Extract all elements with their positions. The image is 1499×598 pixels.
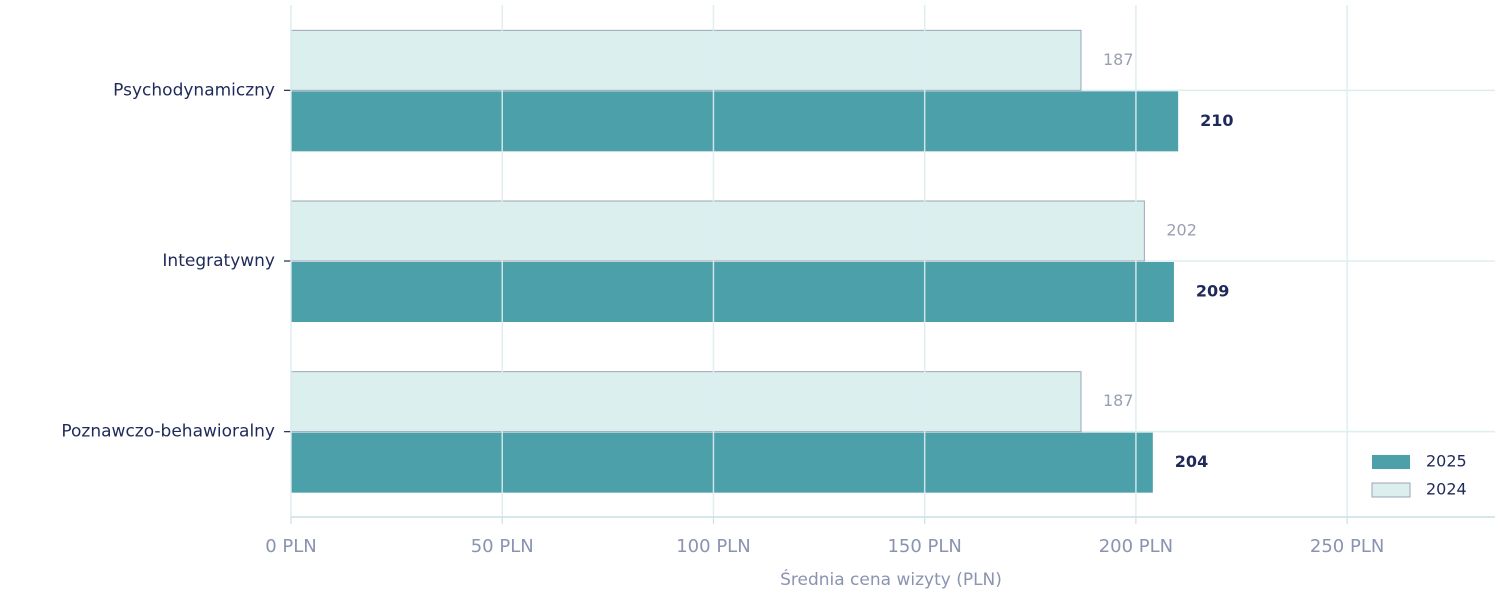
x-tick-label: 150 PLN	[887, 536, 961, 557]
y-tick-label: Integratywny	[162, 251, 275, 271]
x-axis-label: Średnia cena wizyty (PLN)	[780, 568, 1002, 590]
value-label: 187	[1103, 50, 1134, 69]
bar	[290, 200, 1145, 262]
value-label: 187	[1103, 391, 1134, 410]
x-tick-label: 100 PLN	[676, 536, 750, 557]
x-tick-label: 250 PLN	[1310, 536, 1384, 557]
legend-swatch	[1371, 482, 1411, 498]
x-tick-label: 50 PLN	[471, 536, 534, 557]
bar	[291, 262, 1174, 322]
value-label: 204	[1175, 452, 1208, 471]
y-tick-label: Poznawczo-behawioralny	[61, 422, 275, 442]
bar	[291, 91, 1179, 152]
value-label: 202	[1166, 221, 1197, 240]
legend-swatch	[1372, 455, 1410, 469]
bar	[290, 29, 1082, 91]
x-tick-label: 200 PLN	[1099, 536, 1173, 557]
x-tick-label: 0 PLN	[265, 536, 317, 557]
bar	[291, 432, 1153, 493]
value-label: 210	[1200, 111, 1233, 130]
value-label: 209	[1196, 282, 1229, 301]
legend-label: 2024	[1426, 480, 1467, 499]
bar	[290, 371, 1082, 433]
y-tick-label: Psychodynamiczny	[113, 80, 275, 100]
legend-label: 2025	[1426, 452, 1467, 471]
